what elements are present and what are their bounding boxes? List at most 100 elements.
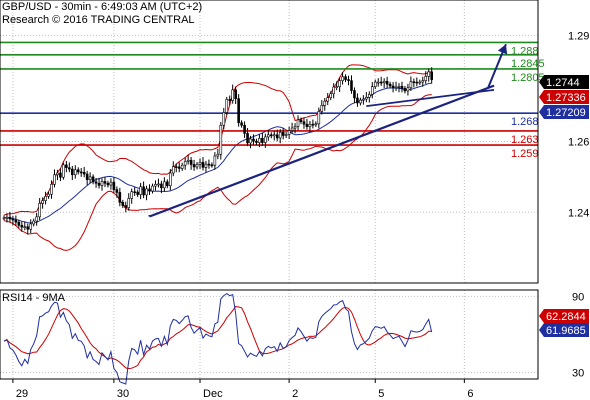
candle-body [305,123,309,127]
candle-body [41,200,44,204]
candle-body [130,191,134,199]
rsi-panel-frame [0,289,539,380]
price-candle [133,187,136,196]
price-candle [160,180,163,194]
price-candle [148,184,151,195]
price-candle [240,120,243,128]
candle-body [35,216,38,222]
price-candle [2,215,6,221]
price-candle [121,199,125,209]
pivot-level-label: 1.268 [511,116,539,128]
price-candle [246,128,249,147]
price-candle [124,201,128,213]
price-y-tick-label: 1.29 [568,30,589,42]
price-candle [344,74,347,83]
price-candle [350,75,353,94]
price-candle [261,133,264,146]
price-candle [341,72,344,85]
price-candle [293,123,297,134]
candle-body [157,183,160,186]
candle-body [192,164,196,168]
resistance-level-label: 1.2845 [511,58,545,70]
candle-body [17,221,21,226]
candle-body [20,225,24,228]
x-tick-label: 5 [378,388,384,400]
price-candle [418,79,422,85]
price-candle [56,169,59,181]
candle-body [154,184,157,187]
rsi-tag-red-box [539,309,589,323]
candle-body [368,94,371,98]
support-level-label: 1.263 [511,134,539,146]
price-candle [264,133,267,148]
price-candle [139,182,142,200]
candle-body [293,125,297,129]
price-candle [103,176,107,188]
candle-body [50,184,53,195]
price-candle [50,180,53,199]
candle-body [97,182,101,186]
x-tick-label: 30 [117,388,129,400]
candle-body [296,119,300,127]
candle-body [341,76,344,81]
price-candle [290,122,294,134]
price-candle [109,178,113,190]
candle-body [201,162,205,168]
candle-body [329,93,333,98]
price-candle [204,160,208,173]
price-candle [267,130,270,141]
candle-body [237,98,240,124]
candle-body [308,123,312,127]
price-candle [406,83,410,96]
price-candle [5,213,9,223]
candle-body [133,191,136,194]
price-candle [326,93,330,106]
price-candle [76,167,80,175]
x-tick-label: 6 [467,388,473,400]
price-candle [112,176,116,193]
rsi-tag-blue-text: 61.9685 [546,325,586,337]
candle-body [379,81,383,84]
price-candle [210,162,214,168]
price-candle [391,82,395,93]
rsi-y-tick-label: 30 [572,368,584,380]
candle-body [356,97,359,104]
candle-body [198,162,202,165]
price-candle [281,127,285,140]
candle-body [287,130,291,135]
candle-body [163,181,166,189]
candle-body [183,161,187,166]
candle-body [68,167,71,170]
price-candle [29,219,33,234]
price-candle [368,91,371,103]
x-tick-label: 2 [292,388,298,400]
price-tag-blue-text: 1.27209 [546,107,586,119]
price-candle [166,179,169,189]
rsi-panel-grid [0,290,538,379]
candle-body [207,163,211,166]
candle-body [26,226,30,230]
candle-body [359,99,362,104]
price-candle [427,68,431,82]
candle-body [91,176,95,183]
candle-body [118,192,122,203]
candle-body [180,164,184,169]
candle-body [284,134,288,136]
price-candle [258,134,261,148]
candle-body [166,181,169,187]
price-candle [71,165,74,181]
price-candle [394,81,398,91]
candle-body [365,96,368,100]
price-candle [106,180,110,188]
candle-body [394,86,398,89]
candle-body [71,168,74,176]
candle-body [421,80,425,83]
price-y-tick-label: 1.24 [568,207,589,219]
candle-body [228,99,232,101]
price-candle [163,177,166,192]
price-candle [59,168,62,182]
candle-body [332,86,335,95]
price-candle [11,215,15,226]
